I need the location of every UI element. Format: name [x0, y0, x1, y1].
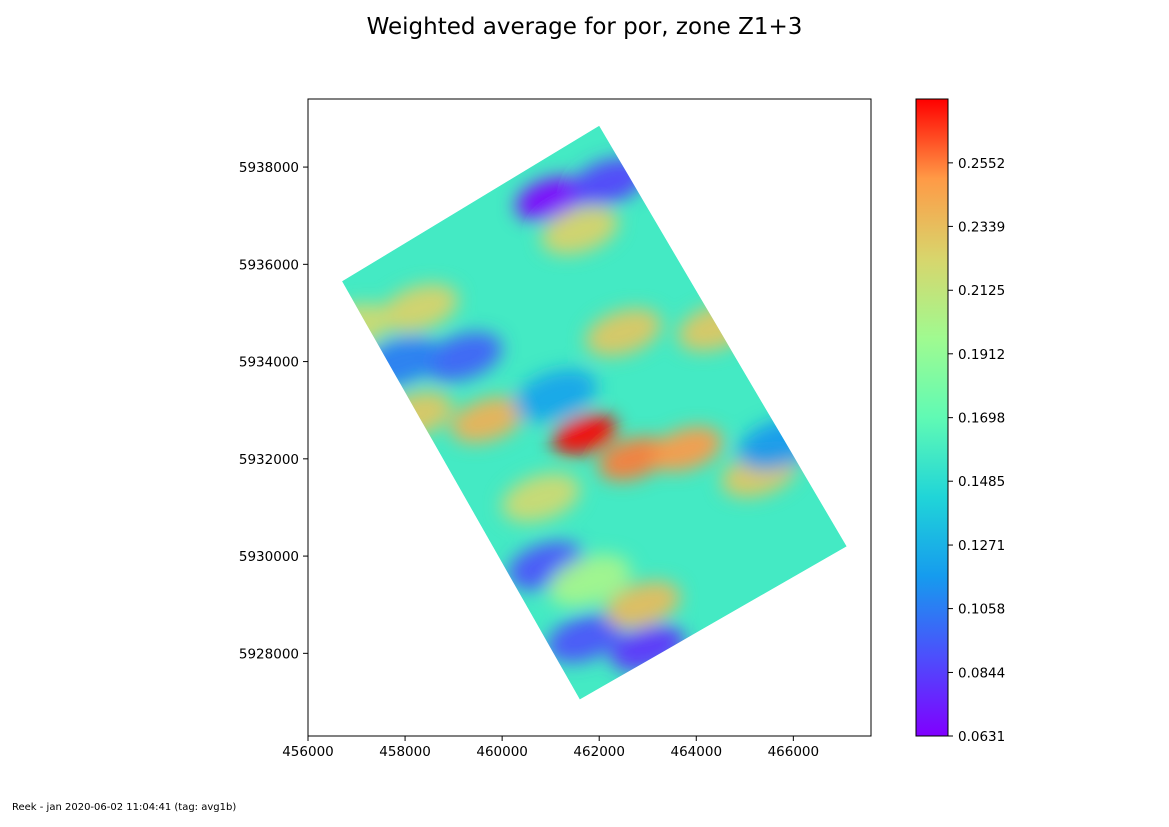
heatmap-layer: [342, 125, 847, 700]
heatmap-feature-3: [450, 396, 525, 444]
heatmap-feature-18: [605, 581, 681, 629]
x-tick-label-464000: 464000: [671, 744, 723, 760]
colorbar-tick-label-7: 0.2125: [958, 283, 1005, 299]
y-tick-label-5938000: 5938000: [239, 160, 299, 176]
colorbar-tick-label-2: 0.1058: [958, 602, 1005, 618]
chart-title: Weighted average for por, zone Z1+3: [366, 14, 803, 40]
heatmap-feature-2: [650, 426, 723, 472]
x-tick-label-460000: 460000: [476, 744, 528, 760]
colorbar-tick-label-6: 0.1912: [958, 347, 1005, 363]
heatmap-domain: [342, 125, 847, 700]
heatmap-feature-8: [424, 332, 503, 382]
y-tick-label-5936000: 5936000: [239, 257, 299, 273]
colorbar-tick-label-0: 0.0631: [958, 729, 1005, 745]
colorbar-tick-label-3: 0.1271: [958, 538, 1005, 554]
x-axis: 456000 458000 460000 462000 464000 466000: [282, 736, 819, 760]
y-axis: 5928000 5930000 5932000 5934000 5936000 59380…: [239, 160, 308, 662]
footer-caption: Reek - jan 2020-06-02 11:04:41 (tag: avg…: [12, 802, 237, 813]
x-tick-label-462000: 462000: [573, 744, 625, 760]
heatmap-feature-14: [380, 283, 459, 333]
colorbar-axis: 0.0631 0.0844 0.1058 0.1271 0.1485 0.1698 0.19…: [948, 156, 1005, 745]
colorbar: [915, 98, 949, 737]
y-tick-label-5930000: 5930000: [239, 549, 299, 565]
colorbar-tick-label-8: 0.2339: [958, 219, 1005, 235]
heatmap-feature-16: [541, 205, 619, 255]
colorbar-tick-label-9: 0.2552: [958, 156, 1005, 172]
heatmap-feature-1: [598, 436, 669, 481]
heatmap-feature-0: [552, 414, 618, 455]
heatmap-feature-12: [546, 614, 623, 663]
heatmap-feature-6: [515, 176, 586, 221]
x-tick-label-466000: 466000: [768, 744, 820, 760]
x-tick-label-456000: 456000: [282, 744, 334, 760]
heatmap-feature-20: [501, 473, 581, 523]
heatmap-feature-13: [585, 308, 662, 357]
y-tick-label-5928000: 5928000: [239, 646, 299, 662]
colorbar-tick-label-4: 0.1485: [958, 474, 1005, 490]
heatmap-feature-22: [513, 369, 598, 422]
y-tick-label-5934000: 5934000: [239, 355, 299, 371]
plot-area-frame: [307, 98, 872, 737]
colorbar-tick-label-1: 0.0844: [958, 665, 1005, 681]
heatmap-feature-19: [547, 554, 632, 607]
y-tick-label-5932000: 5932000: [239, 452, 299, 468]
x-tick-label-458000: 458000: [379, 744, 431, 760]
colorbar-tick-label-5: 0.1698: [958, 411, 1005, 427]
